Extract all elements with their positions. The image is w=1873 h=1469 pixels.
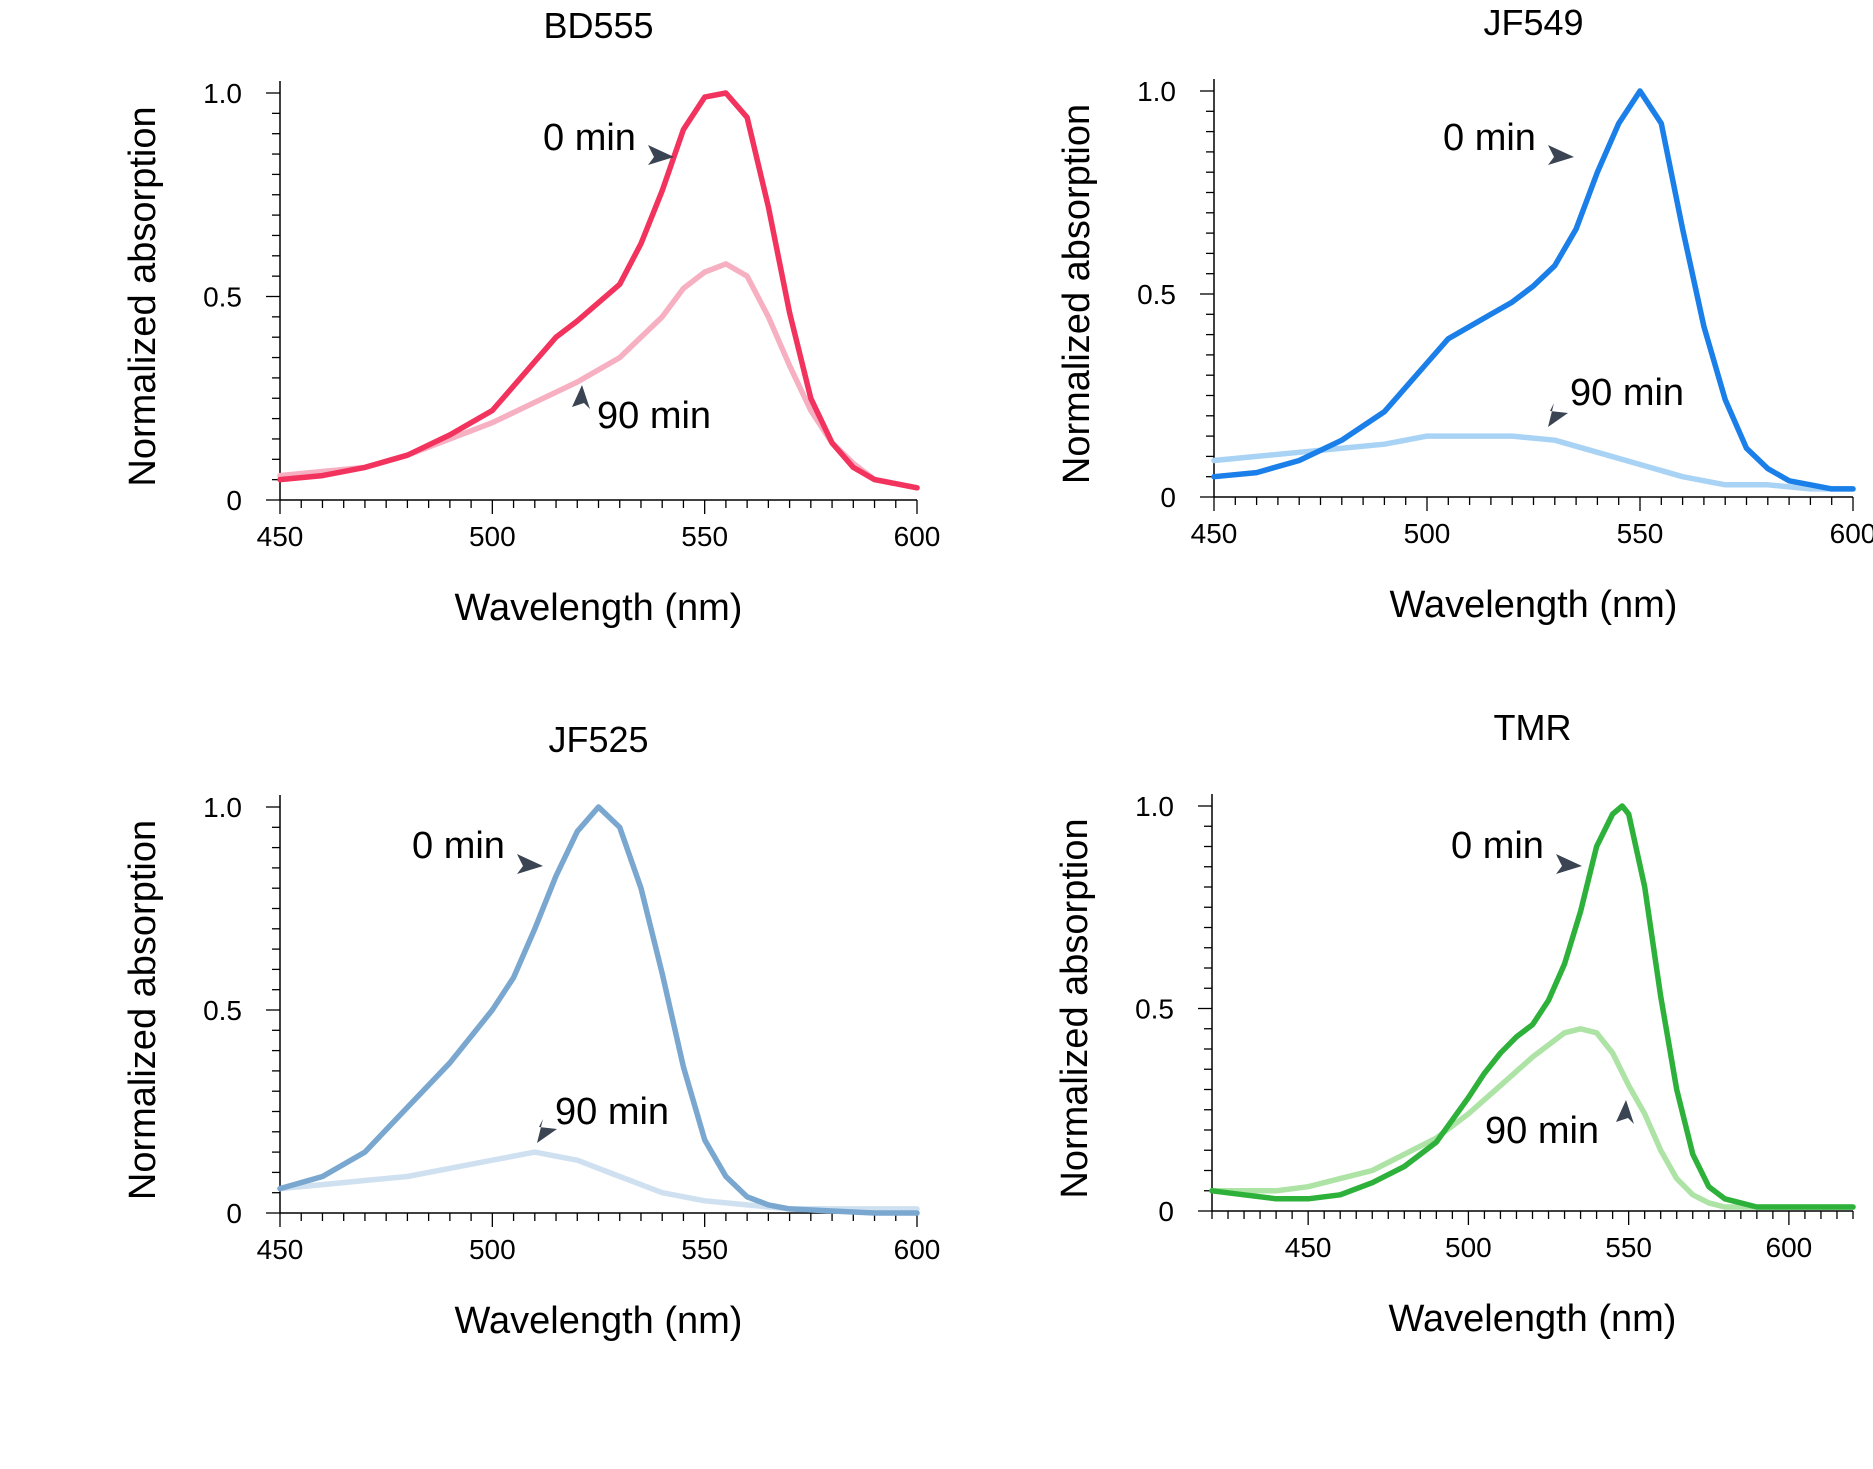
annotation-label: 0 min (543, 117, 636, 159)
chart-panel-4: TMR 450 500 550 600 0 0.5 1.0 Wavelength (nm) Nor… (1054, 707, 1856, 1340)
y-axis-label: Normalized absorption (1054, 818, 1096, 1198)
x-tick-label: 500 (469, 521, 516, 552)
x-tick-label: 450 (257, 1234, 304, 1265)
x-axis-label: Wavelength (nm) (455, 1300, 743, 1342)
arrowhead-icon (648, 145, 674, 165)
y-tick-label: 1.0 (203, 78, 242, 109)
y-tick-label: 0.5 (203, 282, 242, 313)
x-tick-label: 450 (1191, 518, 1238, 549)
annotation-label: 0 min (1443, 117, 1536, 159)
x-tick-label: 500 (1445, 1232, 1492, 1263)
arrowhead-icon (572, 385, 590, 409)
x-tick-label: 550 (681, 521, 728, 552)
chart-panel-1: BD555 450 500 550 600 0 0.5 1.0 Wavelength (nm) N… (122, 5, 940, 629)
x-tick-label: 600 (894, 1234, 941, 1265)
y-axis-label: Normalized absorption (122, 820, 164, 1200)
y-axis-label: Normalized absorption (122, 106, 164, 486)
y-tick-label: 0 (226, 485, 242, 516)
series-line-0-min (277, 90, 920, 491)
series-line-90-min (1209, 1026, 1856, 1210)
y-tick-label: 0 (1160, 482, 1176, 513)
series-line-90-min (277, 261, 920, 491)
chart-title: JF525 (548, 719, 648, 760)
y-axis-label: Normalized absorption (1056, 104, 1098, 484)
chart-title: BD555 (543, 5, 653, 46)
y-tick-label: 0 (226, 1198, 242, 1229)
arrowhead-icon (1548, 145, 1574, 165)
x-tick-label: 450 (1285, 1232, 1332, 1263)
series-line-0-min (1209, 803, 1856, 1210)
y-tick-label: 1.0 (1137, 76, 1176, 107)
x-tick-label: 550 (1605, 1232, 1652, 1263)
annotation-label: 90 min (1570, 372, 1684, 414)
x-axis-label: Wavelength (nm) (1390, 584, 1678, 626)
y-tick-label: 0.5 (203, 995, 242, 1026)
x-tick-label: 600 (1766, 1232, 1813, 1263)
annotation-label: 0 min (412, 825, 505, 867)
y-tick-label: 1.0 (203, 792, 242, 823)
y-tick-label: 0.5 (1135, 994, 1174, 1025)
annotation-label: 90 min (1485, 1110, 1599, 1152)
chart-panel-3: JF525 450 500 550 600 0 0.5 1.0 Wavelength (nm) N… (122, 719, 940, 1342)
series-line-90-min (1211, 433, 1856, 492)
series-line-0-min (1211, 88, 1856, 492)
arrowhead-icon (1556, 854, 1582, 874)
chart-title: JF549 (1483, 2, 1583, 43)
y-tick-label: 0 (1158, 1196, 1174, 1227)
y-tick-label: 1.0 (1135, 791, 1174, 822)
x-tick-label: 450 (257, 521, 304, 552)
chart-panel-2: JF549 450 500 550 600 0 0.5 1.0 Wavelength (nm) N… (1056, 2, 1873, 626)
arrowhead-icon (1548, 403, 1568, 427)
x-tick-label: 600 (894, 521, 941, 552)
arrowhead-icon (517, 854, 543, 874)
annotation-label: 90 min (597, 395, 711, 437)
annotation-label: 0 min (1451, 825, 1544, 867)
chart-title: TMR (1494, 707, 1572, 748)
x-axis-label: Wavelength (nm) (455, 587, 743, 629)
y-tick-label: 0.5 (1137, 279, 1176, 310)
x-tick-label: 500 (1404, 518, 1451, 549)
x-tick-label: 600 (1830, 518, 1873, 549)
series-line-0-min (277, 804, 920, 1216)
x-axis-label: Wavelength (nm) (1389, 1298, 1677, 1340)
series-line-90-min (277, 1149, 920, 1212)
x-tick-label: 500 (469, 1234, 516, 1265)
x-tick-label: 550 (681, 1234, 728, 1265)
arrowhead-icon (1616, 1100, 1634, 1124)
x-tick-label: 550 (1617, 518, 1664, 549)
annotation-label: 90 min (555, 1091, 669, 1133)
arrowhead-icon (537, 1119, 557, 1143)
